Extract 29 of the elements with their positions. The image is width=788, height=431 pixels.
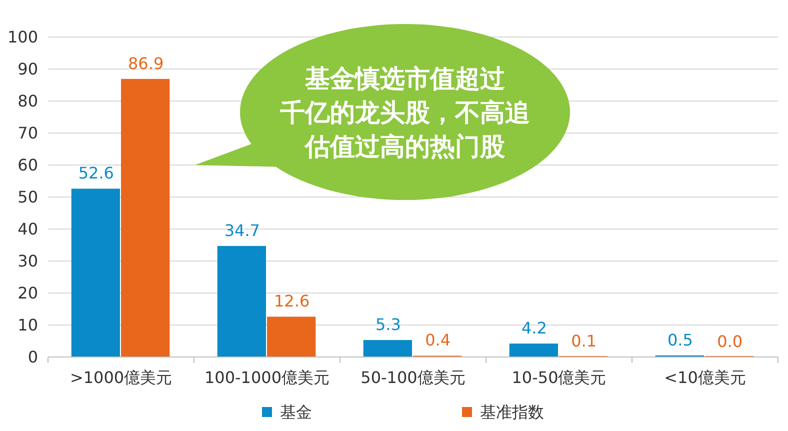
x-tick-label: 100-1000億美元 xyxy=(204,368,330,387)
data-label: 5.3 xyxy=(375,315,401,334)
y-tick-label: 100 xyxy=(7,28,38,47)
data-label: 0.1 xyxy=(571,332,597,351)
y-tick-label: 30 xyxy=(18,252,38,271)
data-label: 52.6 xyxy=(78,164,114,183)
y-tick-label: 90 xyxy=(18,60,38,79)
y-tick-label: 20 xyxy=(18,284,38,303)
data-label: 0.5 xyxy=(667,330,693,350)
y-tick-label: 50 xyxy=(18,188,38,207)
x-tick-label: 50-100億美元 xyxy=(360,368,466,387)
legend-label: 基金 xyxy=(280,402,312,422)
x-tick-label: >1000億美元 xyxy=(70,368,172,387)
data-label: 0.4 xyxy=(425,330,451,350)
y-tick-label: 80 xyxy=(18,92,38,111)
data-label: 34.7 xyxy=(224,220,260,240)
x-tick-label: 10-50億美元 xyxy=(512,368,606,387)
data-label: 86.9 xyxy=(128,54,164,73)
y-tick-label: 10 xyxy=(18,316,38,335)
data-label: 12.6 xyxy=(274,292,310,311)
y-tick-label: 40 xyxy=(18,220,38,239)
data-label: 4.2 xyxy=(521,318,547,338)
annotation: 基金慎选市值超过千亿的龙头股，不高追估值过高的热门股 xyxy=(279,64,530,161)
y-tick-label: 0 xyxy=(28,348,38,367)
y-tick-label: 60 xyxy=(18,156,38,175)
x-tick-label: <10億美元 xyxy=(664,368,746,387)
y-tick-label: 70 xyxy=(18,124,38,143)
data-label: 0.0 xyxy=(717,332,743,351)
legend-label: 基准指数 xyxy=(480,402,544,422)
